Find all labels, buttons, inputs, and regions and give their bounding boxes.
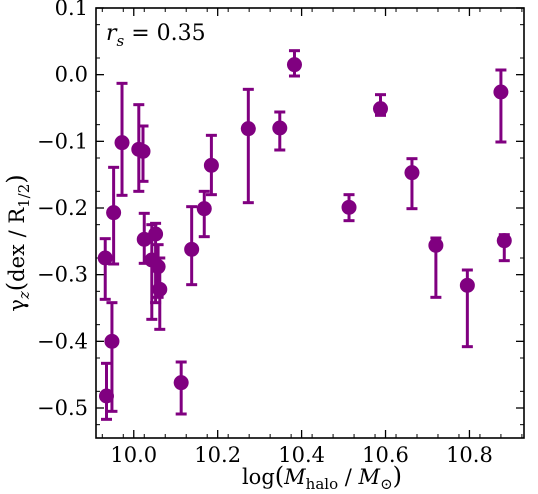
- point-marker: [372, 101, 388, 117]
- data-point: [240, 87, 256, 205]
- point-marker: [459, 277, 475, 293]
- data-point: [104, 301, 120, 413]
- point-marker: [184, 241, 200, 257]
- point-marker: [135, 143, 151, 159]
- data-point: [152, 256, 168, 331]
- point-marker: [173, 375, 189, 391]
- point-marker: [136, 231, 152, 247]
- point-marker: [148, 226, 164, 242]
- data-point: [272, 110, 288, 152]
- correlation-annotation: rs = 0.35: [106, 21, 206, 50]
- points-layer: [97, 49, 512, 421]
- data-point: [114, 81, 130, 197]
- x-tick-label: 10.2: [194, 443, 241, 467]
- data-point: [341, 193, 357, 223]
- x-tick-label: 10.8: [446, 443, 493, 467]
- data-point: [203, 133, 219, 197]
- data-point: [173, 360, 189, 416]
- data-point: [184, 205, 200, 287]
- point-marker: [104, 333, 120, 349]
- data-point: [496, 233, 512, 263]
- point-marker: [496, 233, 512, 249]
- point-marker: [428, 237, 444, 253]
- point-marker: [152, 281, 168, 297]
- data-point: [286, 49, 302, 78]
- correlation-value: 0.35: [157, 21, 206, 46]
- y-tick-label: 0.1: [55, 0, 88, 20]
- y-tick-label: −0.1: [37, 129, 88, 153]
- x-axis-label: log(Mhalo / M⊙): [242, 462, 402, 493]
- x-tick-label: 10.0: [110, 443, 157, 467]
- point-marker: [203, 157, 219, 173]
- point-marker: [240, 121, 256, 137]
- y-tick-label: −0.3: [37, 263, 88, 287]
- point-marker: [106, 205, 122, 221]
- plot-frame: [95, 7, 525, 439]
- point-marker: [98, 388, 114, 404]
- y-tick-label: −0.4: [37, 329, 88, 353]
- point-marker: [272, 120, 288, 136]
- y-tick-label: 0.0: [55, 63, 88, 87]
- point-marker: [404, 165, 420, 181]
- x-tick-label: 10.4: [278, 443, 325, 467]
- data-point: [196, 189, 212, 239]
- data-point: [97, 237, 113, 301]
- point-marker: [114, 135, 130, 151]
- y-tick-label: −0.2: [37, 196, 88, 220]
- data-point: [493, 68, 509, 144]
- point-marker: [150, 259, 166, 275]
- data-point: [428, 236, 444, 299]
- data-point: [106, 165, 122, 266]
- data-point: [135, 124, 151, 183]
- y-axis-label: γz(dex / R1/2): [2, 174, 33, 311]
- point-marker: [493, 84, 509, 100]
- x-tick-label: 10.6: [362, 443, 409, 467]
- point-marker: [341, 199, 357, 215]
- data-point: [404, 157, 420, 211]
- point-marker: [97, 250, 113, 266]
- y-tick-label: −0.5: [37, 396, 88, 420]
- point-marker: [286, 57, 302, 73]
- data-point: [136, 211, 152, 265]
- data-point: [372, 93, 388, 117]
- data-point: [459, 268, 475, 349]
- point-marker: [196, 201, 212, 217]
- ticks-layer: 10.0 10.2 10.4 10.6 10.8 0.1 0.0 −0.1 −0.2 −0.3 −0…: [37, 0, 524, 467]
